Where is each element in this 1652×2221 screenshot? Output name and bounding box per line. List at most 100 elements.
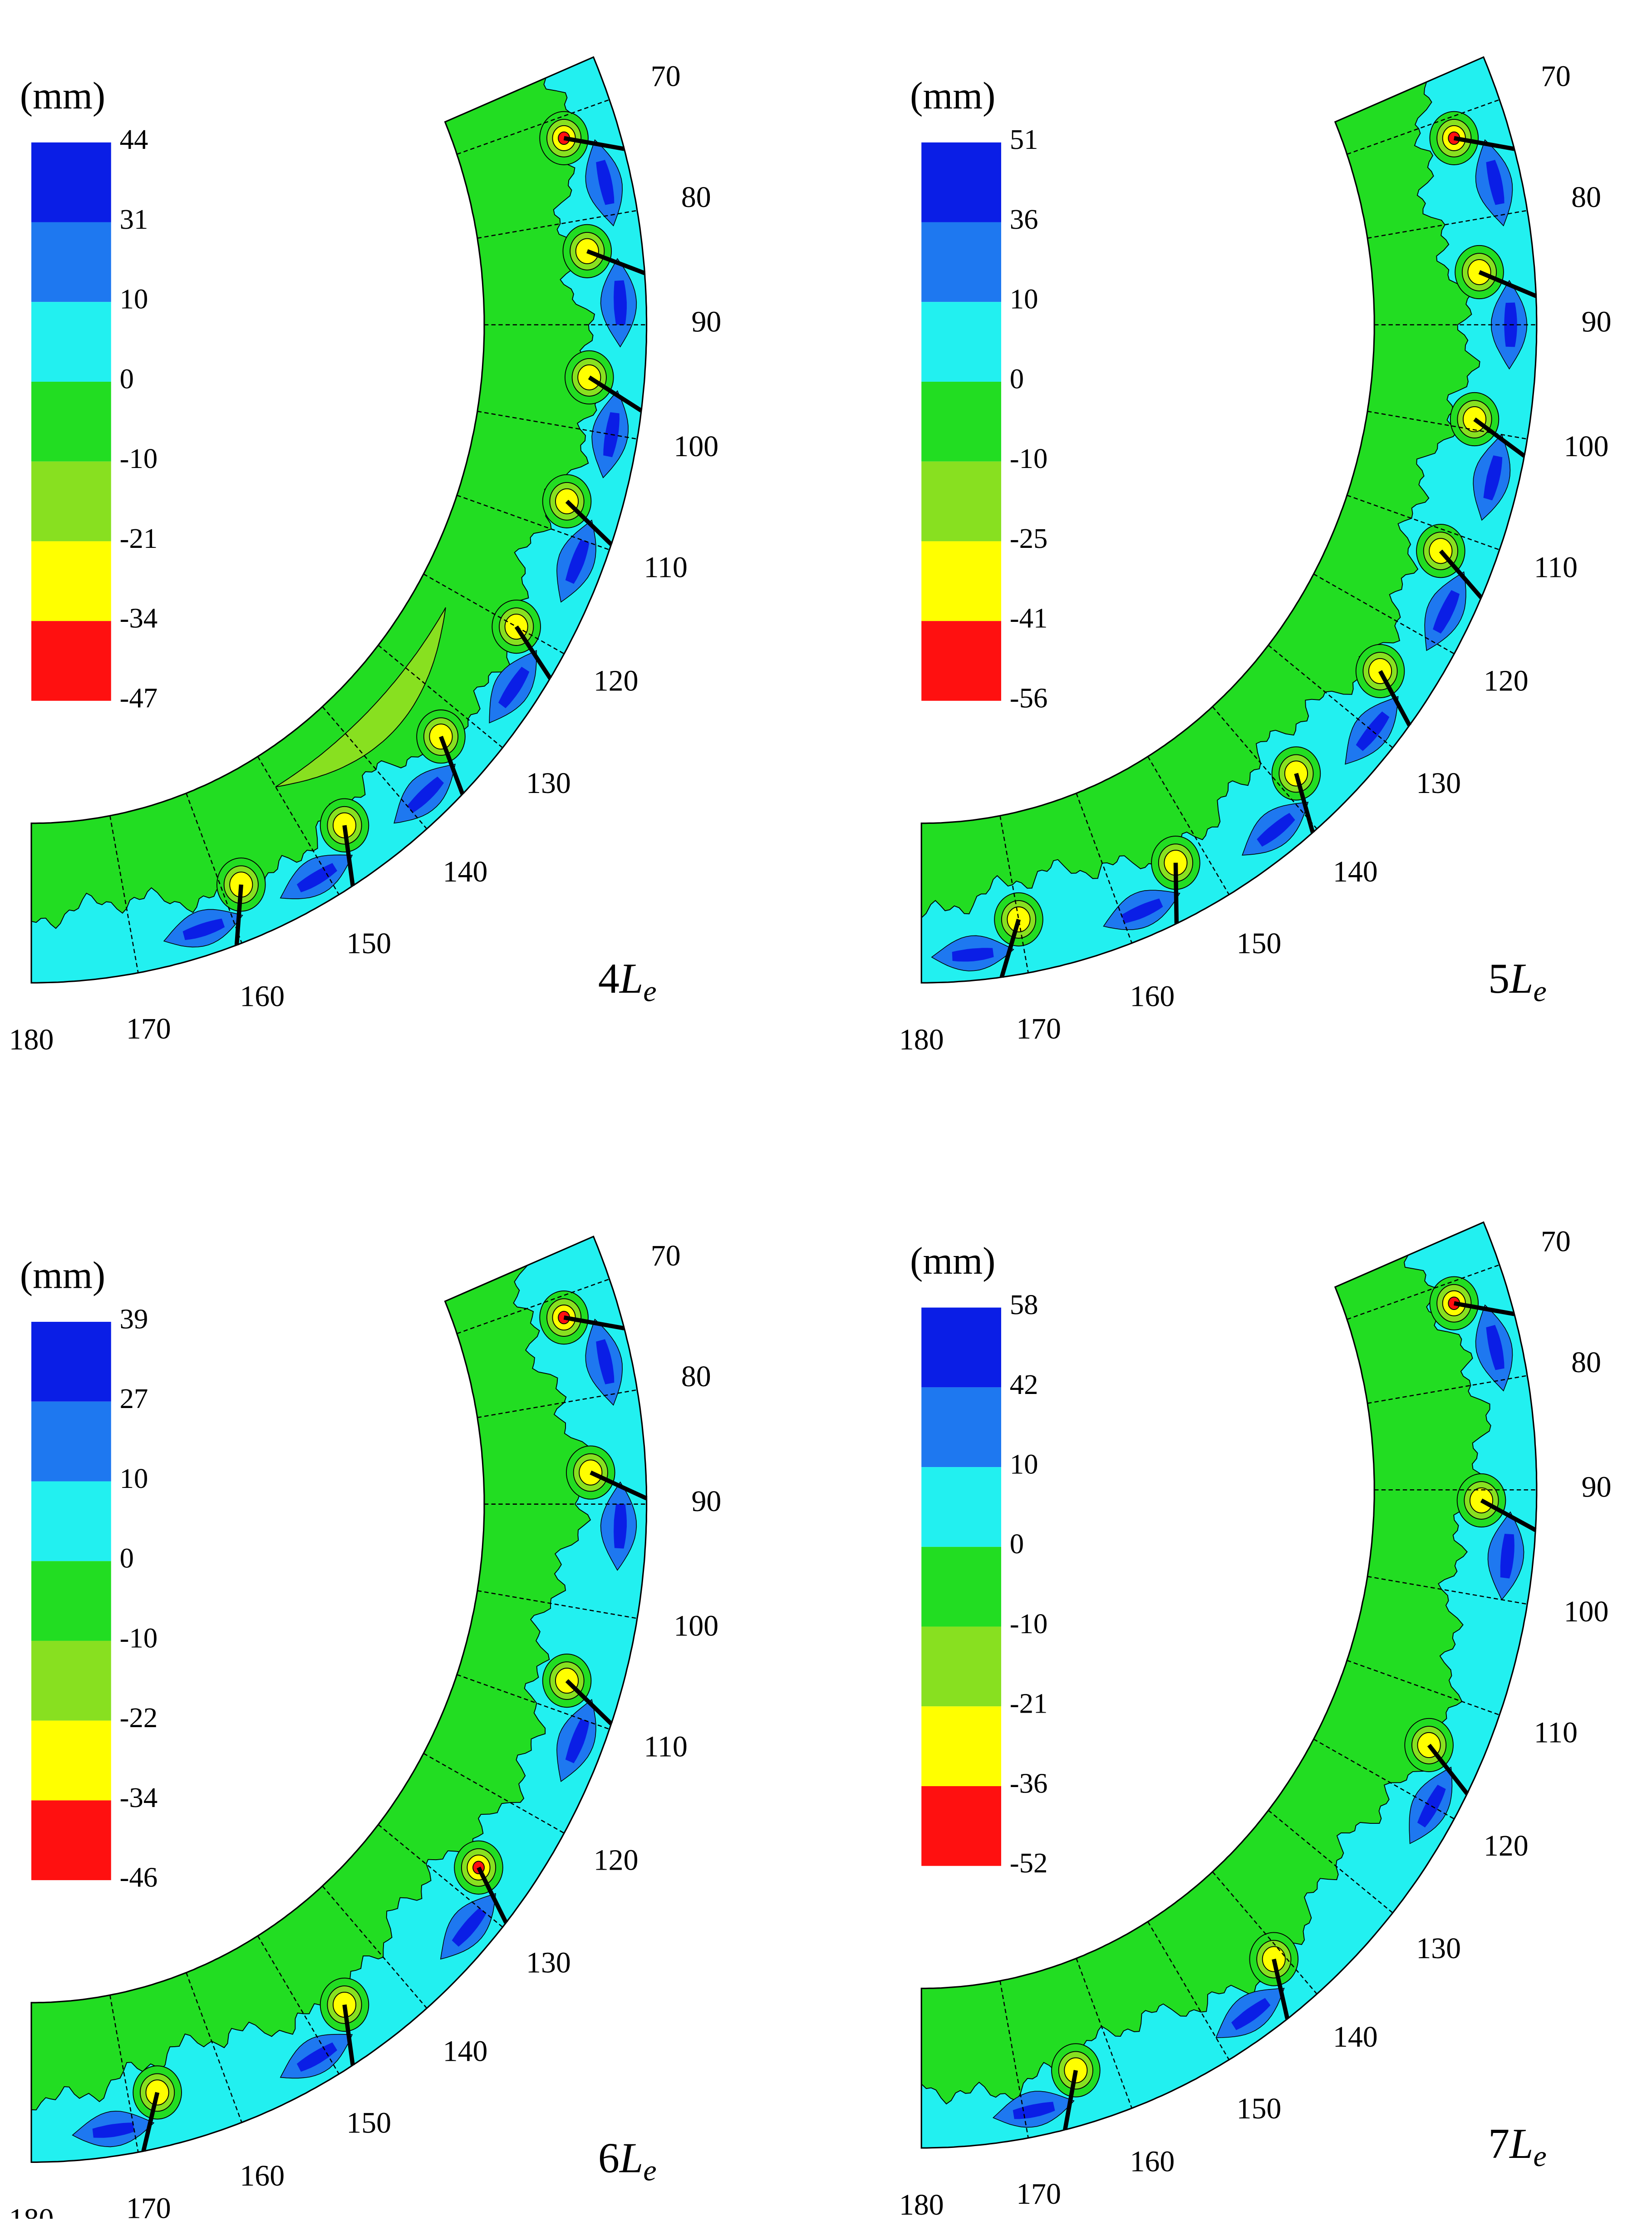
colorbar-band: [31, 1481, 111, 1561]
contour-region: [296, 2042, 338, 2072]
contour-region: [1284, 760, 1308, 787]
colorbar-band: [31, 381, 111, 462]
colorbar-tick-label: 0: [120, 1542, 134, 1574]
colorbar-tick-label: -34: [120, 602, 158, 634]
angle-label: 140: [443, 2034, 488, 2068]
angle-label: 150: [346, 2106, 391, 2139]
colorbar-band: [921, 461, 1001, 542]
radial-grid-line: [1347, 99, 1500, 155]
contour-field: [921, 1222, 1537, 2148]
radial-grid-line: [999, 815, 1029, 973]
anchor: [1478, 270, 1537, 298]
angle-label: 120: [594, 664, 639, 697]
angle-label: 100: [1564, 1595, 1609, 1628]
contour-region: [31, 77, 610, 929]
radial-grid-line: [477, 1590, 638, 1619]
anchor: [1473, 417, 1526, 458]
anchor: [1453, 1301, 1515, 1316]
colorbar-unit: (mm): [910, 75, 995, 117]
radial-grid-line: [378, 1824, 503, 1928]
radial-grid-line: [1147, 1921, 1230, 2060]
label-symbol: L: [619, 2134, 643, 2182]
radial-grid-line: [477, 1389, 638, 1418]
colorbar-tick-label: -41: [1010, 602, 1048, 634]
contour-region: [921, 1254, 1491, 2105]
label-symbol: L: [1509, 955, 1533, 1002]
angle-label: 160: [1130, 980, 1175, 1013]
angle-label: 160: [240, 2159, 285, 2192]
contour-region: [1257, 813, 1295, 847]
contour-region: [1356, 711, 1390, 751]
colorbar-band: [921, 142, 1001, 222]
radial-grid-line: [1268, 1810, 1393, 1914]
angle-label: 90: [691, 305, 721, 339]
anchor: [1294, 773, 1315, 833]
anchor: [342, 825, 355, 886]
colorbar-tick-label: 0: [1010, 363, 1024, 394]
colorbar-band: [31, 621, 111, 701]
contour-region: [182, 918, 225, 941]
angle-label: 110: [1534, 1716, 1578, 1749]
contour-region: [1007, 906, 1031, 933]
angle-label: 140: [443, 855, 488, 888]
contour-region: [1064, 2057, 1088, 2083]
radial-grid-line: [457, 1278, 610, 1335]
radial-grid-line: [186, 793, 242, 944]
radial-grid-line: [109, 815, 139, 973]
contour-region: [1469, 1487, 1494, 1514]
contour-region: [296, 863, 338, 892]
contour-region: [1486, 1325, 1504, 1370]
colorbar-band: [31, 461, 111, 542]
angle-label: 90: [691, 1485, 721, 1518]
contour-field: [31, 1236, 648, 2162]
radial-grid-line: [1313, 1738, 1455, 1820]
contour-region: [1486, 160, 1504, 205]
panel-label: 5Le: [1488, 955, 1547, 1008]
colorbar-band: [921, 621, 1001, 701]
contour-region: [596, 1339, 615, 1384]
colorbar-band: [921, 1307, 1001, 1388]
panel-label: 4Le: [598, 955, 657, 1008]
label-subscript: e: [1534, 2140, 1547, 2173]
radial-grid-line: [1076, 1958, 1133, 2109]
contour-region: [407, 776, 444, 813]
radial-grid-line: [1367, 1375, 1528, 1404]
angle-label: 180: [9, 1023, 54, 1056]
angle-label: 150: [1237, 2092, 1282, 2125]
colorbar-unit: (mm): [20, 1254, 105, 1296]
colorbar-tick-label: 39: [120, 1303, 148, 1335]
anchor: [1063, 2070, 1078, 2130]
anchor: [999, 919, 1021, 978]
radial-grid-line: [1367, 210, 1528, 239]
contour-region: [498, 666, 530, 709]
contour-region: [614, 280, 627, 325]
colorbar-band: [31, 1640, 111, 1721]
colorbar-tick-label: 44: [120, 123, 148, 155]
anchor: [586, 249, 646, 276]
radial-grid-line: [109, 1995, 139, 2152]
contour-region: [565, 539, 590, 584]
contour-region: [921, 81, 1480, 919]
label-prefix: 4: [598, 955, 620, 1002]
angle-label: 130: [1416, 1932, 1461, 1965]
contour-region: [1231, 1998, 1271, 2030]
radial-grid-line: [1076, 793, 1133, 944]
angle-label: 150: [346, 927, 391, 960]
colorbar-tick-label: 42: [1010, 1369, 1038, 1400]
anchor: [1272, 1959, 1290, 2019]
contour-region: [575, 238, 599, 264]
angle-label: 70: [1541, 60, 1571, 93]
angle-label: 130: [526, 1946, 571, 1979]
angle-label: 170: [1016, 1012, 1061, 1045]
radial-grid-line: [378, 645, 503, 749]
colorbar-band: [31, 1800, 111, 1881]
anchor: [141, 2092, 160, 2152]
colorbar-tick-label: -56: [1010, 682, 1048, 714]
anchor: [1480, 1498, 1537, 1532]
radial-grid-line: [1313, 573, 1455, 655]
radial-grid-line: [257, 756, 339, 895]
label-prefix: 6: [598, 2134, 620, 2182]
colorbar-tick-label: -21: [1010, 1688, 1048, 1719]
